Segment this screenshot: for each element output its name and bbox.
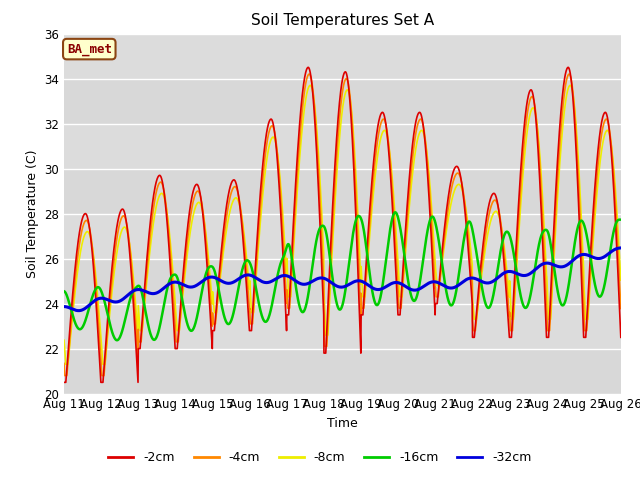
-4cm [305, 71, 313, 77]
-4cm [61, 372, 68, 378]
-32cm [568, 258, 575, 264]
-8cm [62, 361, 70, 367]
-4cm [505, 304, 513, 310]
-8cm [505, 286, 513, 291]
Line: -32cm: -32cm [64, 248, 621, 311]
-8cm [307, 83, 314, 88]
Legend: -2cm, -4cm, -8cm, -16cm, -32cm: -2cm, -4cm, -8cm, -16cm, -32cm [103, 446, 537, 469]
Line: -4cm: -4cm [64, 74, 621, 375]
-4cm [359, 305, 367, 311]
-2cm [504, 319, 512, 325]
-32cm [371, 286, 379, 292]
Bar [64, 79, 621, 123]
-8cm [216, 282, 223, 288]
Bar [64, 259, 621, 303]
X-axis label: Time: Time [327, 417, 358, 430]
-16cm [584, 237, 591, 243]
-32cm [75, 308, 83, 313]
-2cm [617, 335, 625, 340]
-2cm [584, 307, 591, 313]
-8cm [617, 277, 625, 283]
-16cm [505, 230, 513, 236]
Line: -2cm: -2cm [64, 67, 621, 383]
Bar [64, 348, 621, 394]
-32cm [617, 245, 625, 251]
-16cm [371, 299, 379, 305]
-2cm [305, 64, 312, 70]
Line: -8cm: -8cm [64, 85, 621, 364]
-8cm [568, 86, 576, 92]
Bar [64, 214, 621, 259]
-2cm [216, 270, 223, 276]
-32cm [584, 252, 591, 258]
-4cm [371, 158, 379, 164]
-4cm [568, 82, 576, 88]
-4cm [60, 360, 68, 366]
Bar [64, 168, 621, 214]
-16cm [216, 291, 223, 297]
-16cm [568, 259, 576, 264]
Bar [64, 34, 621, 79]
-2cm [371, 147, 379, 153]
Line: -16cm: -16cm [64, 212, 621, 340]
-2cm [359, 312, 367, 318]
-16cm [359, 221, 367, 227]
-8cm [359, 294, 367, 300]
Y-axis label: Soil Temperature (C): Soil Temperature (C) [26, 149, 38, 278]
-2cm [60, 380, 68, 385]
-16cm [391, 209, 399, 215]
-4cm [617, 306, 625, 312]
-16cm [113, 337, 121, 343]
-16cm [60, 288, 68, 294]
Bar [64, 123, 621, 168]
-32cm [504, 269, 512, 275]
-16cm [617, 217, 625, 223]
-4cm [584, 315, 591, 321]
-32cm [359, 279, 367, 285]
-8cm [60, 337, 68, 343]
-8cm [371, 174, 379, 180]
-32cm [60, 304, 68, 310]
-32cm [216, 277, 223, 283]
-8cm [584, 316, 591, 322]
Bar [64, 303, 621, 348]
-4cm [216, 276, 223, 282]
-2cm [568, 83, 575, 88]
Text: BA_met: BA_met [67, 43, 112, 56]
Title: Soil Temperatures Set A: Soil Temperatures Set A [251, 13, 434, 28]
